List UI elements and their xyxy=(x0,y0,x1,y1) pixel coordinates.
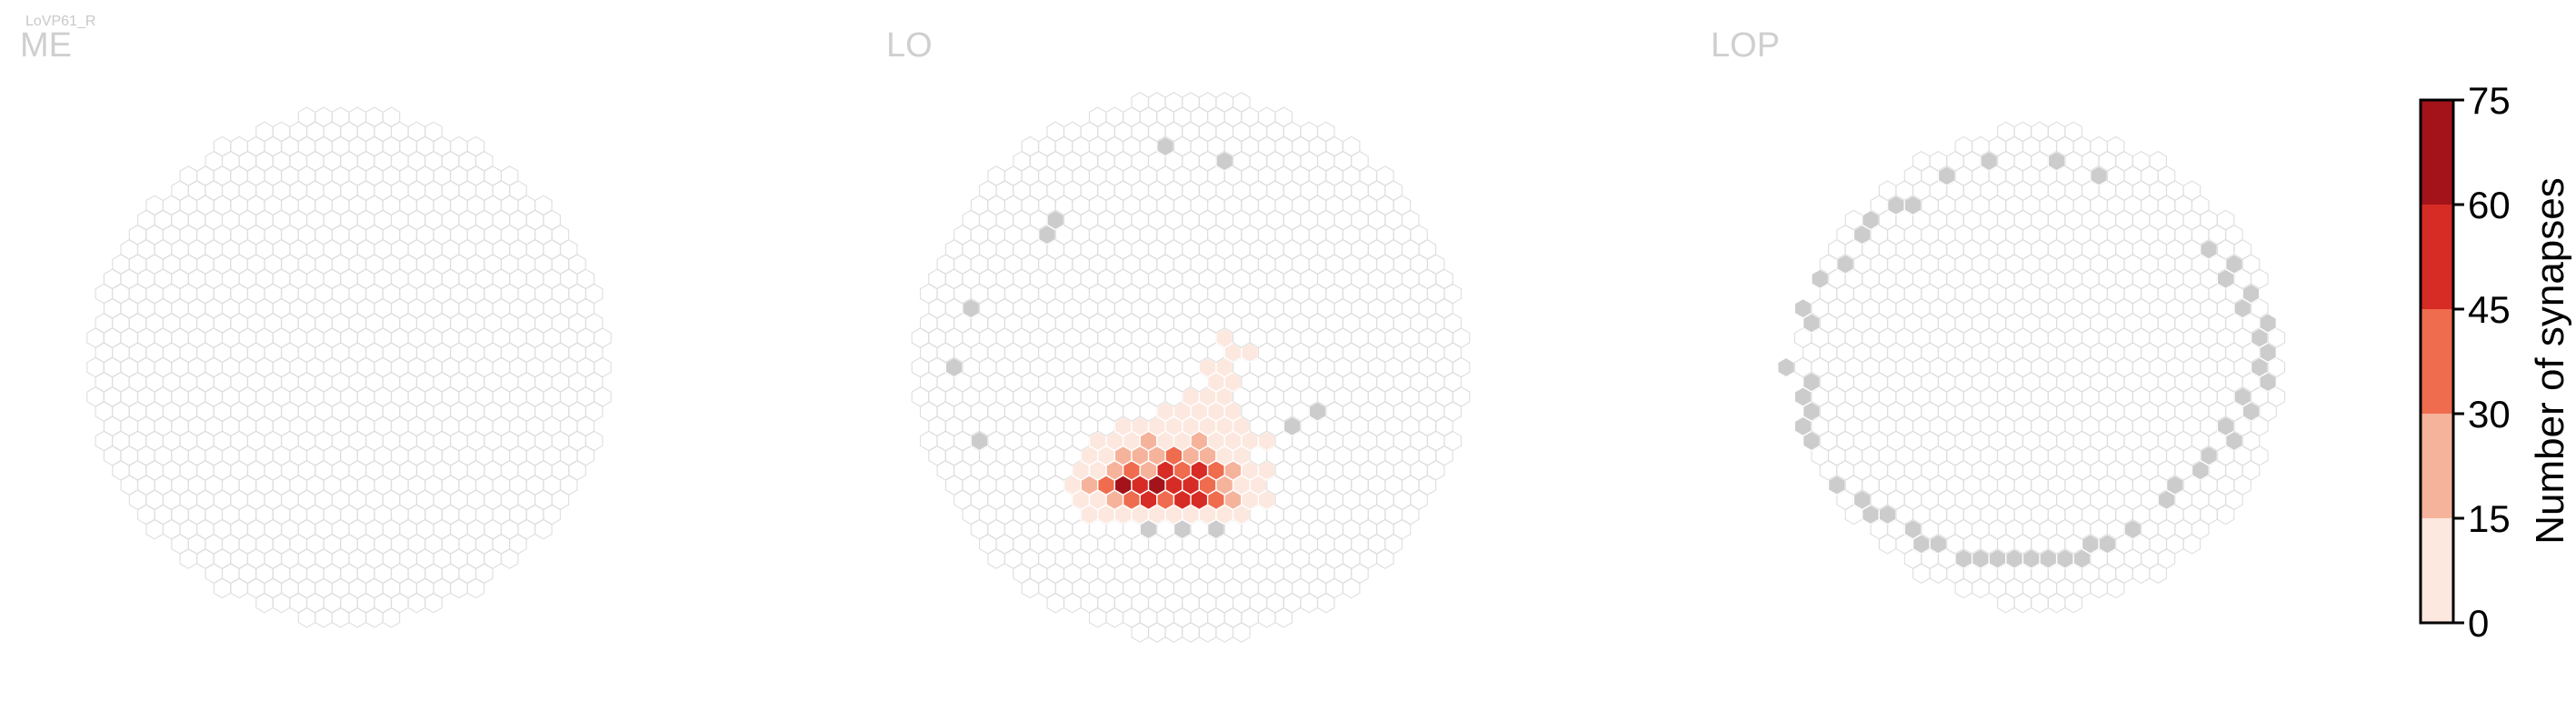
hex-cell-empty xyxy=(987,165,1005,186)
hex-cell-empty xyxy=(365,106,384,127)
hex-cell-empty xyxy=(500,165,519,186)
hex-cell-empty xyxy=(1376,165,1394,186)
hex-cell-empty xyxy=(466,135,485,157)
hex-cell-empty xyxy=(2149,150,2167,172)
hex-cell-empty xyxy=(1063,121,1082,143)
hex-grid-lo xyxy=(911,92,1471,643)
colorbar-bin xyxy=(2421,205,2453,309)
colorbar: 0 15 30 45 60 75 Number of synapses xyxy=(2419,79,2572,645)
hex-cell-no-data xyxy=(1777,356,1795,378)
hex-cell-empty xyxy=(1233,92,1251,113)
colorbar-bin xyxy=(2421,100,2453,205)
hex-cell-empty xyxy=(1088,106,1107,127)
hex-cell-empty xyxy=(1148,92,1166,113)
hex-cell-empty xyxy=(145,195,164,216)
hex-cell-empty xyxy=(2013,121,2032,143)
hex-grid-me xyxy=(86,106,612,628)
colorbar-label: Number of synapses xyxy=(2528,177,2572,545)
hex-cell-empty xyxy=(297,106,316,127)
hex-cell-empty xyxy=(230,135,248,157)
hex-cell-empty xyxy=(1954,135,1973,157)
hex-cell-empty xyxy=(1300,121,1318,143)
panel-lop: LOP xyxy=(1711,26,2286,614)
hex-cell-empty xyxy=(2132,150,2151,172)
colorbar-tick-label: 75 xyxy=(2468,79,2511,122)
hex-cell-empty xyxy=(1972,135,1990,157)
colorbar-tick-label: 45 xyxy=(2468,288,2511,331)
hex-cell-empty xyxy=(1182,92,1200,113)
hex-cell-empty xyxy=(315,106,333,127)
hex-cell-empty xyxy=(534,195,553,216)
hex-cell-empty xyxy=(1215,92,1233,113)
hex-cell-empty xyxy=(1164,92,1183,113)
colorbar-bins xyxy=(2421,100,2453,623)
hex-cell-empty xyxy=(348,106,367,127)
hex-cell-empty xyxy=(331,106,350,127)
hex-cell-empty xyxy=(272,121,291,143)
hex-cell-empty xyxy=(2216,209,2235,231)
hex-cell-empty xyxy=(1912,150,1931,172)
hex-cell-empty xyxy=(2090,135,2108,157)
cell-type-title: LoVP61_R xyxy=(25,14,95,29)
colorbar-bin xyxy=(2421,414,2453,518)
hex-cell-empty xyxy=(2182,180,2202,201)
panel-label-lop: LOP xyxy=(1711,26,1780,65)
panel-label-me: ME xyxy=(20,26,72,65)
hex-cell-empty xyxy=(1046,121,1064,143)
colorbar-ticks: 0 15 30 45 60 75 xyxy=(2453,79,2511,645)
panel-lo: LO xyxy=(886,26,1471,643)
hex-cell-empty xyxy=(1997,121,2015,143)
colorbar-tick-label: 0 xyxy=(2468,602,2489,645)
hex-cell-no-data xyxy=(1793,297,1812,319)
hex-cell-empty xyxy=(2047,121,2066,143)
colorbar-bin xyxy=(2421,309,2453,414)
hex-cell-empty xyxy=(2106,135,2125,157)
hex-cell-empty xyxy=(2064,121,2082,143)
hex-cell-empty xyxy=(1105,106,1124,127)
hex-cell-empty xyxy=(1844,209,1863,231)
hex-cell-empty xyxy=(1317,121,1335,143)
hex-cell-empty xyxy=(1878,180,1897,201)
panel-me: ME xyxy=(20,26,612,628)
hex-grid-lop xyxy=(1777,121,2286,614)
hex-cell-empty xyxy=(1198,92,1217,113)
hex-cell-empty xyxy=(1929,150,1948,172)
colorbar-tick-label: 15 xyxy=(2468,497,2511,540)
hex-cell-empty xyxy=(1274,106,1293,127)
hex-cell-empty xyxy=(1021,135,1040,157)
colorbar-tick-label: 30 xyxy=(2468,393,2511,436)
hex-cell-empty xyxy=(407,121,426,143)
hex-cell-empty xyxy=(1257,106,1276,127)
colorbar-tick-label: 60 xyxy=(2468,184,2511,226)
colorbar-frame xyxy=(2419,98,2455,625)
hex-cell-empty xyxy=(213,135,232,157)
hex-cell-empty xyxy=(1131,92,1149,113)
hex-cell-empty xyxy=(2031,121,2049,143)
hex-cell-empty xyxy=(424,121,443,143)
hex-cell-empty xyxy=(1342,135,1361,157)
colorbar-bin xyxy=(2421,518,2453,623)
hex-cell-empty xyxy=(450,135,468,157)
panel-label-lo: LO xyxy=(886,26,933,65)
hex-cell-empty xyxy=(382,106,401,127)
hex-cell-empty xyxy=(179,165,198,186)
hex-cell-empty xyxy=(255,121,274,143)
